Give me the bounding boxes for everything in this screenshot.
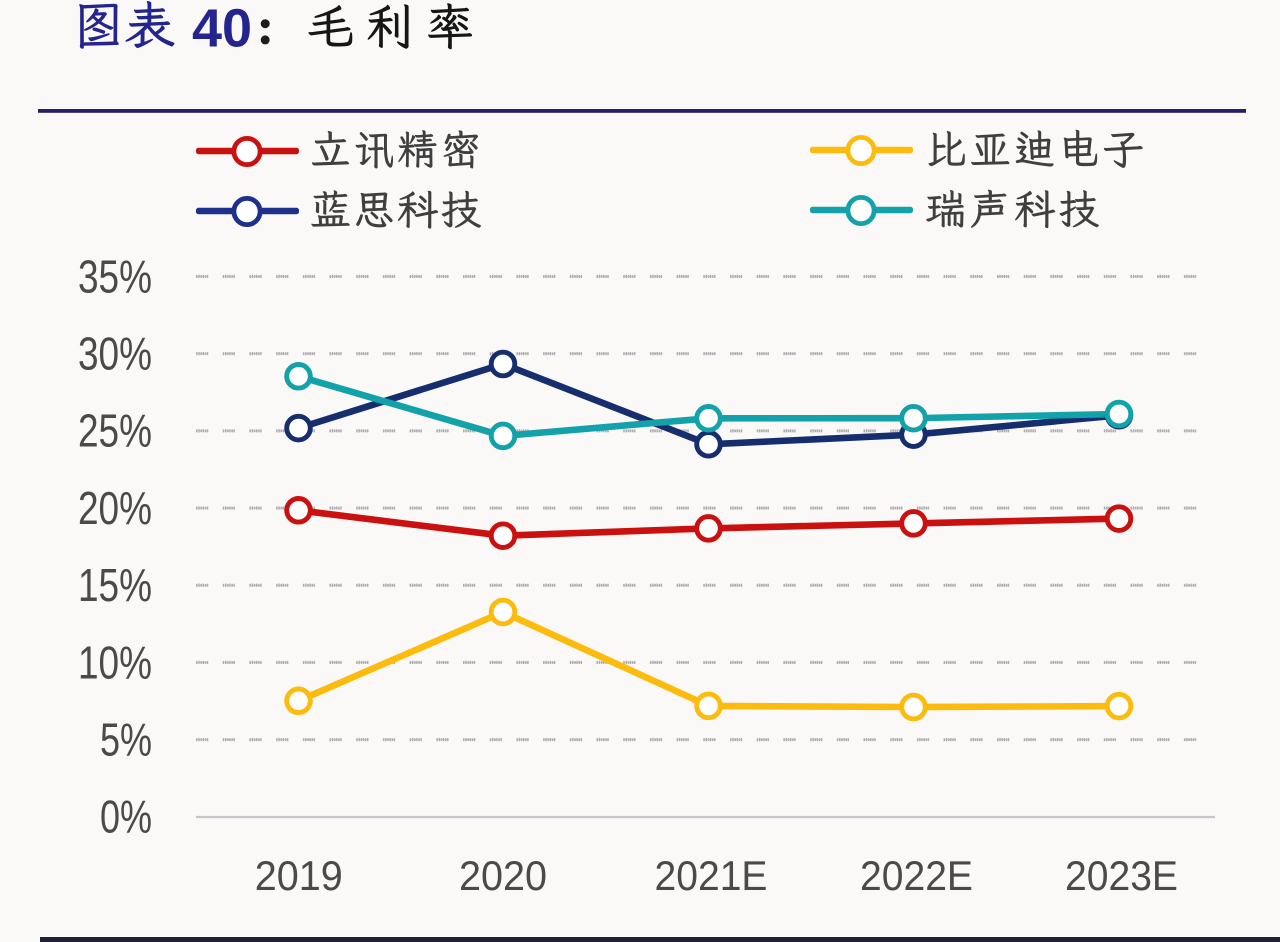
svg-text:2022E: 2022E xyxy=(860,852,973,899)
svg-text:2019: 2019 xyxy=(255,852,343,899)
svg-text:5%: 5% xyxy=(100,714,152,766)
svg-text:0%: 0% xyxy=(100,791,152,843)
svg-text:15%: 15% xyxy=(78,559,152,611)
svg-text:2021E: 2021E xyxy=(655,852,768,899)
svg-text:10%: 10% xyxy=(78,636,152,688)
svg-text:30%: 30% xyxy=(78,328,152,380)
svg-text:20%: 20% xyxy=(78,482,152,534)
svg-text:40: 40 xyxy=(192,0,252,59)
svg-text:25%: 25% xyxy=(78,405,152,457)
svg-text:35%: 35% xyxy=(78,250,152,302)
svg-text:2023E: 2023E xyxy=(1065,852,1178,899)
svg-text:2020: 2020 xyxy=(459,852,547,899)
